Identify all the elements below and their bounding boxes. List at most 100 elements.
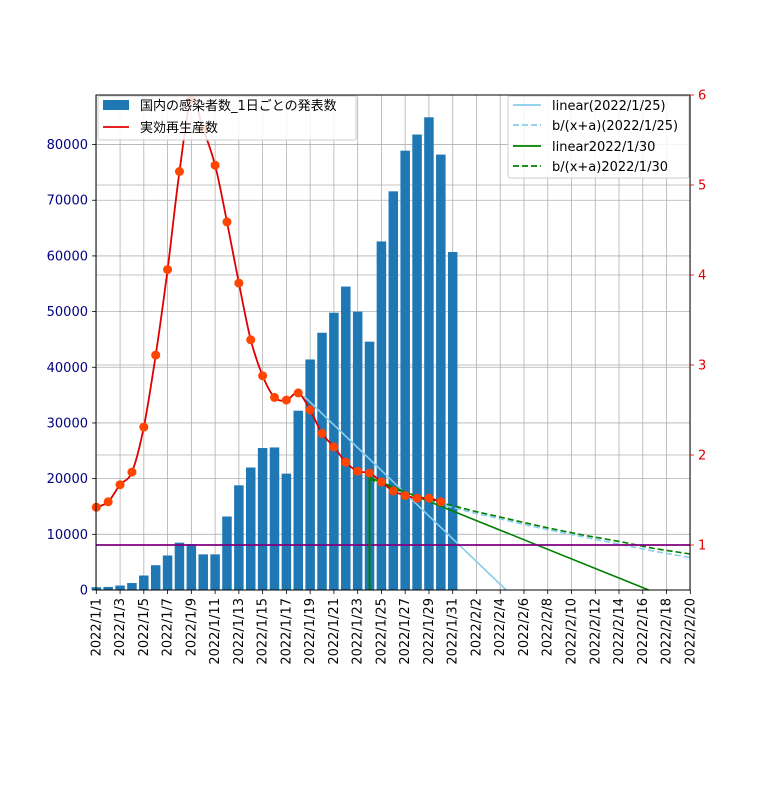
- legend-linear-0130-label: linear2022/1/30: [552, 140, 655, 155]
- plot-frame: [95, 94, 691, 591]
- rt-point: [258, 371, 268, 381]
- rt-point: [365, 468, 375, 478]
- rt-point: [115, 480, 125, 490]
- bar: [139, 575, 149, 590]
- bar: [162, 555, 173, 590]
- rt-point: [103, 497, 113, 507]
- rt-point: [317, 428, 327, 438]
- x-tick-label: 2022/2/8: [541, 598, 556, 656]
- legend-left-box: [97, 95, 357, 141]
- rt-point: [305, 405, 315, 415]
- bar: [103, 586, 113, 590]
- y-left-tick-label: 20000: [47, 472, 88, 487]
- y-left-tick-label: 30000: [47, 416, 88, 431]
- x-tick-label: 2022/2/6: [517, 598, 532, 656]
- legend-recip-0130-label: b/(x+a)2022/1/30: [552, 160, 668, 175]
- rt-point: [222, 217, 232, 227]
- bar: [352, 311, 363, 590]
- legend-linear-0125-label: linear(2022/1/25): [552, 99, 666, 114]
- y-left-tick-label: 50000: [47, 305, 88, 320]
- reference-lines: [96, 471, 690, 590]
- x-tick-label: 2022/1/29: [422, 598, 437, 665]
- y-right-tick-label: 6: [698, 89, 706, 104]
- x-tick-label: 2022/2/2: [469, 598, 484, 656]
- bar: [305, 359, 315, 590]
- y-right-tick-label: 3: [698, 359, 706, 374]
- legend-right: linear(2022/1/25) b/(x+a)(2022/1/25) lin…: [507, 95, 690, 179]
- x-tick-label: 2022/1/23: [351, 598, 366, 665]
- rt-point: [424, 493, 434, 503]
- bar: [150, 565, 161, 590]
- rt-point: [151, 350, 161, 360]
- x-tick-label: 2022/1/21: [327, 598, 342, 665]
- y-left-tick-label: 40000: [47, 361, 88, 376]
- legend-bar-label: 国内の感染者数_1日ごとの発表数: [140, 98, 337, 114]
- rt-point: [127, 467, 137, 477]
- x-tick-label: 2022/1/25: [374, 598, 389, 665]
- bar: [174, 542, 185, 590]
- legend-right-box: [507, 95, 690, 179]
- bar: [234, 485, 244, 590]
- y-left-tick-label: 80000: [47, 138, 88, 153]
- rt-point: [246, 335, 256, 345]
- bar: [281, 473, 292, 590]
- x-tick-label: 2022/1/31: [446, 598, 461, 665]
- y-right-tick-label: 2: [698, 449, 706, 464]
- rt-point: [163, 265, 173, 275]
- y-left-tick-label: 70000: [47, 194, 88, 209]
- x-tick-label: 2022/1/9: [184, 598, 199, 656]
- rt-point: [174, 167, 184, 176]
- axes: 2022/1/1 2022/1/3 2022/1/5 2022/1/7 2022/1/9…: [47, 89, 707, 665]
- rt-point: [412, 493, 422, 503]
- x-tick-label: 2022/1/19: [303, 598, 318, 665]
- y-right-tick-label: 4: [698, 269, 706, 284]
- x-tick-label: 2022/2/18: [660, 598, 675, 665]
- bar: [210, 554, 220, 590]
- x-tick-label: 2022/1/1: [89, 598, 104, 656]
- y-right-tick-label: 5: [698, 179, 706, 194]
- x-tick-label: 2022/1/7: [161, 598, 176, 656]
- bar: [222, 516, 232, 590]
- legend-rt-label: 実効再生産数: [140, 120, 218, 136]
- bar: [293, 410, 304, 590]
- bar: [424, 117, 434, 590]
- rt-point: [353, 466, 363, 476]
- rt-point: [210, 160, 220, 170]
- rt-point: [436, 497, 446, 507]
- x-tick-label: 2022/1/13: [232, 598, 247, 665]
- rt-point: [281, 395, 291, 405]
- x-tick-label: 2022/1/11: [208, 598, 223, 665]
- y-left-tick-label: 10000: [47, 528, 88, 543]
- bar: [447, 252, 458, 591]
- bar: [341, 286, 351, 590]
- bar: [186, 544, 197, 590]
- rt-point: [139, 422, 149, 432]
- bar: [388, 191, 399, 590]
- legend-left: 国内の感染者数_1日ごとの発表数 実効再生産数: [97, 95, 357, 141]
- x-tick-label: 2022/1/3: [113, 598, 128, 656]
- bar: [364, 341, 375, 590]
- bar: [257, 448, 268, 590]
- y-left-tick-label: 0: [80, 584, 88, 599]
- bar: [400, 150, 410, 590]
- x-tick-label: 2022/2/10: [565, 598, 580, 665]
- bar: [115, 585, 125, 590]
- bar: [412, 134, 422, 590]
- bar: [269, 447, 280, 590]
- legend-bar-swatch: [103, 100, 129, 110]
- bars: [91, 117, 458, 591]
- x-tick-label: 2022/2/14: [612, 598, 627, 665]
- rt-point: [270, 392, 279, 402]
- x-tick-label: 2022/2/16: [636, 598, 651, 665]
- rt-point: [376, 477, 386, 487]
- x-tick-label: 2022/2/20: [683, 598, 698, 665]
- rt-point: [341, 457, 351, 467]
- bar: [436, 154, 446, 590]
- x-tick-label: 2022/1/17: [279, 598, 294, 665]
- bar: [245, 467, 256, 590]
- x-tick-label: 2022/2/12: [588, 598, 603, 665]
- rt-point: [388, 486, 398, 496]
- y-right-tick-label: 1: [698, 539, 706, 554]
- x-tick-label: 2022/1/15: [256, 598, 271, 665]
- bar: [198, 554, 208, 590]
